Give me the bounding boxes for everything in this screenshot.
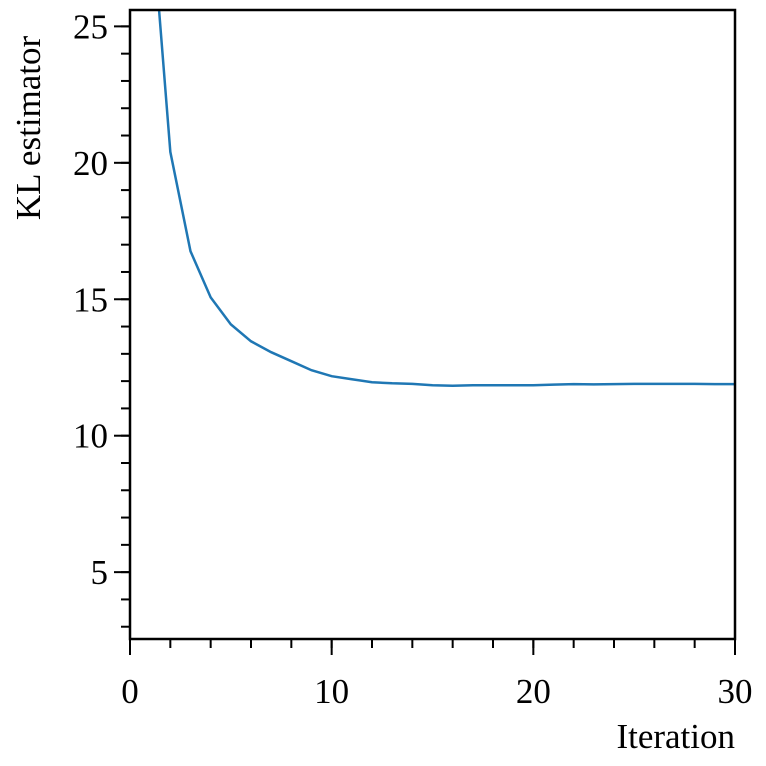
y-tick-label: 10 [73, 417, 108, 456]
x-tick-label: 0 [121, 672, 139, 711]
data-line [157, 10, 735, 388]
x-tick-label: 20 [516, 672, 551, 711]
x-tick-label: 30 [718, 672, 753, 711]
y-tick-label: 20 [73, 144, 108, 183]
x-tick-label: 10 [314, 672, 349, 711]
y-tick-label: 15 [73, 280, 108, 319]
plot-frame [128, 8, 737, 641]
y-tick-label: 5 [91, 553, 109, 592]
y-tick-label: 25 [73, 7, 108, 46]
y-axis-label: KL estimator [9, 35, 48, 220]
x-axis-label: Iteration [616, 717, 735, 756]
